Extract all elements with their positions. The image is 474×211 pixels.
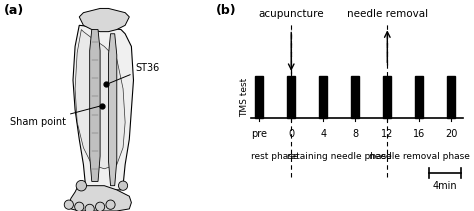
Text: needle removal: needle removal	[347, 9, 428, 19]
Polygon shape	[73, 25, 134, 190]
Bar	[255, 76, 263, 118]
Text: (a): (a)	[4, 4, 25, 17]
Polygon shape	[69, 184, 131, 211]
Polygon shape	[109, 34, 117, 186]
Bar	[447, 76, 456, 118]
Polygon shape	[79, 8, 129, 32]
Text: (b): (b)	[216, 4, 237, 17]
Circle shape	[106, 200, 115, 209]
Text: Sham point: Sham point	[10, 106, 100, 127]
Text: 20: 20	[445, 129, 457, 139]
Circle shape	[64, 200, 73, 209]
Text: retaining needle phase: retaining needle phase	[287, 152, 392, 161]
Circle shape	[96, 202, 105, 211]
Text: TMS test: TMS test	[239, 77, 248, 117]
Circle shape	[75, 202, 84, 211]
Circle shape	[76, 180, 87, 191]
Polygon shape	[90, 30, 100, 181]
Text: acupuncture: acupuncture	[258, 9, 324, 19]
Text: pre: pre	[251, 129, 267, 139]
Text: rest phase: rest phase	[252, 152, 299, 161]
Text: 0: 0	[288, 129, 294, 139]
Bar	[415, 76, 423, 118]
Bar	[287, 76, 295, 118]
Text: 8: 8	[352, 129, 358, 139]
Text: 12: 12	[381, 129, 393, 139]
Bar	[383, 76, 391, 118]
Text: ST36: ST36	[109, 62, 160, 83]
Circle shape	[118, 181, 128, 190]
Bar	[351, 76, 359, 118]
Text: 16: 16	[413, 129, 426, 139]
Text: 4: 4	[320, 129, 326, 139]
Circle shape	[85, 204, 94, 211]
Polygon shape	[75, 30, 125, 169]
Bar	[319, 76, 327, 118]
Text: needle removal phase: needle removal phase	[369, 152, 470, 161]
Text: 4min: 4min	[433, 181, 457, 191]
